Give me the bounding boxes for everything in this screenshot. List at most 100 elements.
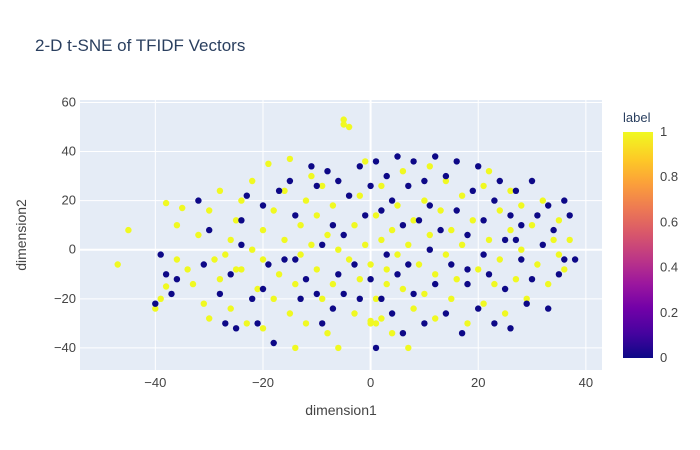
- scatter-point: [555, 271, 563, 278]
- scatter-point: [388, 197, 396, 204]
- scatter-point: [249, 177, 256, 185]
- scatter-point: [432, 280, 439, 288]
- scatter-point: [179, 204, 186, 212]
- scatter-point: [523, 300, 530, 307]
- x-tick-label: 40: [579, 375, 593, 390]
- scatter-point: [507, 325, 514, 332]
- scatter-point: [485, 168, 493, 175]
- scatter-point: [238, 217, 245, 224]
- scatter-point: [421, 177, 428, 185]
- scatter-point: [448, 261, 455, 268]
- scatter-point: [324, 231, 331, 239]
- scatter-point: [249, 246, 256, 253]
- scatter-point: [383, 172, 390, 180]
- colorbar-tick-label: 0.8: [660, 169, 678, 184]
- scatter-point: [545, 202, 552, 209]
- scatter-point: [475, 305, 482, 312]
- y-tick-label: −20: [54, 291, 76, 306]
- scatter-point: [528, 222, 536, 229]
- scatter-point: [259, 285, 267, 293]
- chart-title: 2-D t-SNE of TFIDF Vectors: [35, 36, 245, 55]
- scatter-point: [539, 197, 546, 204]
- scatter-point: [545, 305, 552, 312]
- scatter-point: [453, 158, 460, 165]
- scatter-point: [405, 182, 412, 190]
- scatter-point: [458, 241, 466, 248]
- scatter-point: [399, 330, 407, 337]
- scatter-point: [281, 236, 288, 244]
- colorbar-tick-label: 0.2: [660, 305, 678, 320]
- scatter-point: [442, 177, 450, 185]
- scatter-point: [243, 192, 250, 199]
- scatter-point: [372, 212, 380, 219]
- scatter-point: [356, 163, 363, 170]
- scatter-point: [485, 236, 493, 244]
- scatter-point: [426, 202, 433, 209]
- scatter-point: [335, 246, 342, 253]
- scatter-point: [232, 325, 240, 332]
- scatter-point: [507, 187, 514, 194]
- scatter-point: [308, 163, 315, 170]
- scatter-point: [345, 192, 353, 199]
- scatter-point: [362, 212, 369, 219]
- scatter-point: [335, 177, 342, 185]
- colorbar: label 0 0.2 0.4 0.6 0.8 1: [623, 110, 678, 365]
- scatter-point: [415, 261, 423, 268]
- scatter-point: [469, 187, 476, 194]
- scatter-point: [227, 236, 234, 244]
- scatter-point: [555, 251, 563, 258]
- data-points: [114, 116, 579, 352]
- scatter-point: [378, 182, 385, 190]
- scatter-point: [340, 121, 347, 128]
- scatter-point: [523, 295, 530, 302]
- scatter-point: [297, 251, 304, 258]
- colorbar-tick-label: 0.4: [660, 260, 678, 275]
- scatter-point: [388, 330, 396, 337]
- y-tick-label: 20: [62, 193, 76, 208]
- scatter-point: [426, 246, 433, 253]
- scatter-point: [545, 280, 552, 288]
- scatter-point: [378, 315, 385, 322]
- scatter-point: [501, 310, 509, 317]
- scatter-point: [259, 325, 267, 332]
- scatter-point: [345, 256, 353, 263]
- scatter-point: [480, 251, 487, 258]
- scatter-point: [340, 116, 347, 123]
- scatter-point: [367, 261, 374, 268]
- scatter-point: [437, 226, 444, 234]
- scatter-point: [426, 163, 433, 170]
- scatter-point: [302, 276, 310, 283]
- scatter-point: [388, 226, 396, 234]
- scatter-point: [206, 315, 213, 322]
- scatter-point: [555, 217, 563, 224]
- scatter-point: [496, 256, 503, 263]
- x-tick-label: −40: [144, 375, 166, 390]
- scatter-point: [152, 300, 159, 307]
- scatter-point: [442, 251, 450, 258]
- scatter-point: [335, 344, 342, 352]
- scatter-point: [566, 236, 573, 244]
- y-tick-label: 40: [62, 144, 76, 159]
- scatter-point: [356, 276, 363, 283]
- scatter-point: [421, 320, 428, 327]
- scatter-point: [319, 182, 326, 190]
- scatter-point: [319, 295, 326, 302]
- scatter-point: [512, 276, 520, 283]
- scatter-point: [394, 271, 401, 278]
- scatter-point: [571, 256, 579, 263]
- scatter-point: [383, 280, 390, 288]
- scatter-point: [383, 266, 390, 273]
- scatter-point: [448, 226, 455, 234]
- scatter-point: [561, 256, 568, 263]
- scatter-point: [458, 330, 466, 337]
- y-tick-label: 0: [69, 242, 76, 257]
- scatter-point: [319, 241, 326, 248]
- scatter-point: [464, 280, 471, 288]
- scatter-point: [507, 212, 514, 219]
- scatter-point: [292, 280, 299, 288]
- scatter-point: [313, 290, 320, 298]
- scatter-point: [232, 217, 240, 224]
- scatter-point: [254, 285, 261, 293]
- x-tick-label: 0: [367, 375, 374, 390]
- scatter-point: [173, 222, 181, 229]
